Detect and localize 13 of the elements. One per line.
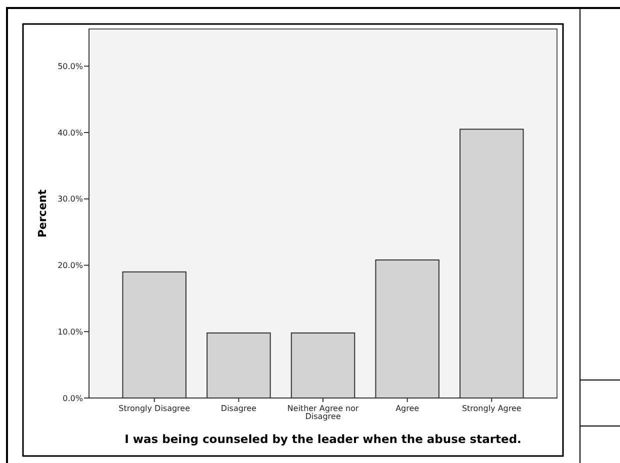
- y-tick-label: 10.0%: [58, 327, 84, 336]
- x-tick-label: Strongly Disagree: [118, 404, 190, 413]
- x-tick-label: Disagree: [220, 404, 256, 413]
- x-axis-title: I was being counseled by the leader when the abuse started.: [124, 432, 522, 446]
- x-tick-label: Strongly Agree: [462, 404, 522, 413]
- y-tick-label: 0.0%: [62, 394, 84, 403]
- x-tick-label: Neither Agree nor Disagree: [287, 404, 360, 421]
- y-tick-label: 30.0%: [58, 194, 84, 204]
- y-tick-label: 40.0%: [58, 128, 84, 138]
- y-axis-title: Percent: [36, 189, 49, 238]
- y-tick-label: 50.0%: [58, 62, 84, 71]
- y-tick-label: 20.0%: [58, 261, 84, 270]
- x-tick-label: Agree: [396, 404, 420, 413]
